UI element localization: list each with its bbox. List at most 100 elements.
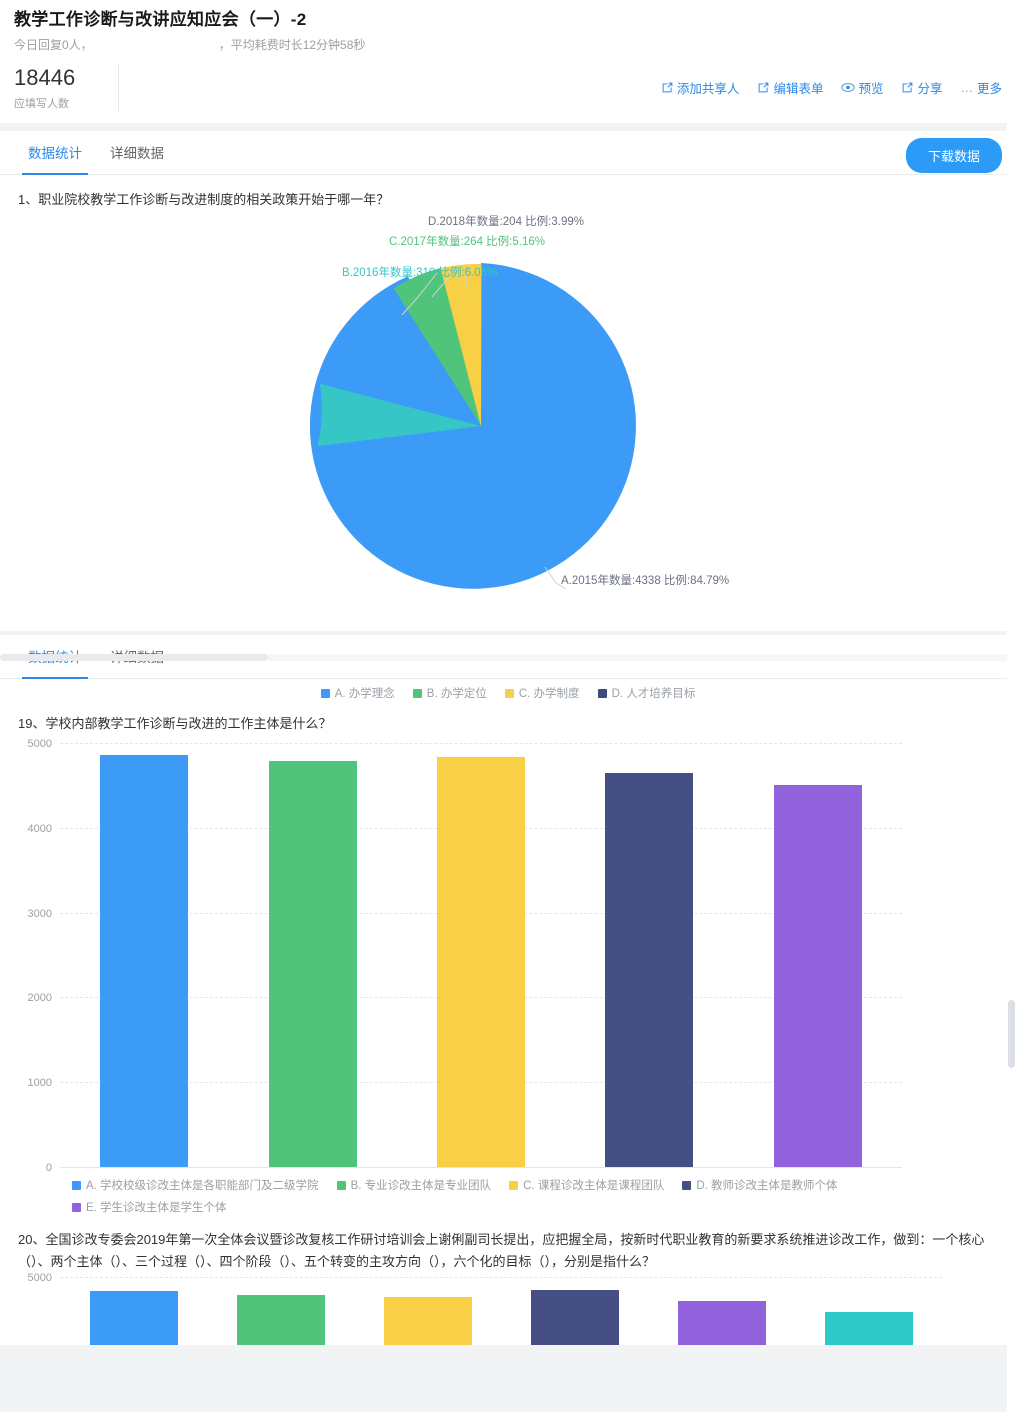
legend-label-C: C. 课程诊改主体是课程团队: [523, 1180, 665, 1192]
legend-label-E: E. 学生诊改主体是学生个体: [86, 1202, 227, 1214]
tab-data-statistics[interactable]: 数据统计: [14, 142, 96, 175]
stat-bar: 18446 应填写人数 添加共享人 编辑表单 预览: [0, 54, 1016, 123]
header-subtitle: 今日回复0人， ，平均耗费时长12分钟58秒: [14, 36, 1002, 54]
legend-item[interactable]: D. 人才培养目标: [597, 685, 696, 701]
legend-swatch-A: [72, 1180, 81, 1190]
bar-slot: [795, 1277, 942, 1345]
more-button[interactable]: … 更多: [960, 78, 1002, 97]
vertical-scrollbar-thumb[interactable]: [1008, 1000, 1015, 1068]
pie-slices: [288, 258, 636, 589]
pie-label-A: A.2015年数量:4338 比例:84.79%: [561, 575, 730, 587]
legend-item[interactable]: B. 专业诊改主体是专业团队: [336, 1177, 492, 1193]
avg-duration-text: ，平均耗费时长12分钟58秒: [218, 38, 366, 52]
bar-C-q20[interactable]: [383, 1297, 472, 1345]
stat-should-fill: 18446 应填写人数: [14, 64, 119, 111]
question-20-text: 20、全国诊改专委会2019年第一次全体会议暨诊改复核工作研讨培训会上谢俐副司长…: [18, 1232, 985, 1269]
legend-swatch-C: [504, 688, 514, 698]
bar-chart-question-20: 5000: [0, 1273, 1016, 1345]
share-person-icon: [661, 81, 674, 94]
bar-D-q20[interactable]: [530, 1290, 619, 1345]
share-label: 分享: [917, 82, 943, 96]
pie-slice-B[interactable]: [288, 328, 481, 518]
legend-item[interactable]: E. 学生诊改主体是学生个体: [72, 1199, 1002, 1215]
pie-slice-D[interactable]: [440, 258, 521, 426]
bar-E[interactable]: [773, 784, 862, 1167]
legend-item[interactable]: C. 课程诊改主体是课程团队: [509, 1177, 664, 1193]
tab-detail-data-2[interactable]: 详细数据: [96, 646, 178, 678]
bar-B[interactable]: [268, 760, 357, 1167]
question-1-text: 1、职业院校教学工作诊断与改进制度的相关政策开始于哪一年？: [18, 192, 390, 207]
edit-form-button[interactable]: 编辑表单: [757, 78, 823, 97]
gridline-0: 0: [46, 1162, 902, 1174]
bar-slot: [565, 743, 733, 1167]
edit-icon: [757, 81, 770, 94]
legend-item[interactable]: D. 教师诊改主体是教师个体: [682, 1177, 838, 1193]
bar-slot: [207, 1277, 354, 1345]
legend-swatch-B: [412, 688, 422, 698]
bar-slot: [60, 743, 228, 1167]
today-reply-text: 今日回复0人，: [14, 38, 93, 52]
eye-icon: [841, 81, 856, 94]
legend-swatch-B: [336, 1180, 346, 1190]
bars-20: [60, 1277, 942, 1345]
tab-detail-data[interactable]: 详细数据: [110, 146, 164, 161]
legend-question-18: A. 办学理念 B. 办学定位 C. 办学制度 D. 人才培养目标: [0, 679, 1016, 707]
question-19-text: 19、学校内部教学工作诊断与改进的工作主体是什么？: [18, 716, 332, 731]
pie-slice-C[interactable]: [393, 260, 526, 426]
legend-swatch-E: [72, 1202, 81, 1212]
pie-label-B: B.2016年数量:310 比例:6.06%: [342, 267, 498, 279]
stat-label: 应填写人数: [14, 98, 69, 110]
preview-label: 预览: [858, 82, 884, 96]
plot-area-19: 5000 4000 3000 2000 1000 0: [28, 738, 902, 1174]
ytick-1000: 1000: [27, 1077, 52, 1090]
preview-button[interactable]: 预览: [841, 78, 883, 97]
legend-item[interactable]: A. 学校校级诊改主体是各职能部门及二级学院: [72, 1177, 319, 1193]
bar-D[interactable]: [605, 772, 694, 1167]
ytick-3000: 3000: [27, 907, 52, 920]
bar-A[interactable]: [100, 755, 189, 1167]
plot-area-20: 5000: [28, 1273, 942, 1345]
legend-question-19: A. 学校校级诊改主体是各职能部门及二级学院 B. 专业诊改主体是专业团队 C.…: [0, 1167, 1016, 1221]
bar-E-q20[interactable]: [677, 1301, 766, 1345]
more-label: 更多: [976, 82, 1002, 96]
legend-label-A: A. 学校校级诊改主体是各职能部门及二级学院: [86, 1180, 319, 1192]
tab-data-statistics-2[interactable]: 数据统计: [14, 646, 96, 679]
legend-label-B: B. 专业诊改主体是专业团队: [350, 1180, 492, 1192]
share-icon: [901, 81, 914, 94]
legend-swatch-C: [509, 1180, 519, 1190]
bars-19: [60, 743, 902, 1167]
download-data-button[interactable]: 下载数据: [905, 138, 1002, 173]
gridline-5000-q20: 5000: [28, 1273, 942, 1284]
add-share-person-label: 添加共享人: [676, 82, 740, 96]
ellipsis-icon: …: [960, 80, 974, 95]
legend-label-D: D. 人才培养目标: [611, 688, 696, 700]
header-toolbar: 添加共享人 编辑表单 预览 分享 …: [661, 78, 1002, 97]
bar-A-q20[interactable]: [89, 1291, 178, 1345]
ytick-5000: 5000: [27, 738, 52, 750]
edit-form-label: 编辑表单: [773, 82, 824, 96]
panel1-tabs: 数据统计 详细数据 下载数据: [0, 131, 1016, 175]
bar-C[interactable]: [437, 756, 526, 1167]
legend-item[interactable]: C. 办学制度: [504, 685, 580, 701]
legend-swatch-D: [682, 1180, 692, 1190]
bar-F-q20[interactable]: [824, 1311, 913, 1345]
ytick-4000: 4000: [27, 822, 52, 835]
share-button[interactable]: 分享: [901, 78, 942, 97]
panel-question-19: 数据统计 详细数据 A. 办学理念 B. 办学定位 C. 办学制度 D. 人才培…: [0, 635, 1016, 1345]
pie-svg: [288, 258, 636, 590]
bar-slot: [228, 743, 396, 1167]
ytick-2000: 2000: [27, 992, 52, 1005]
bar-slot: [648, 1277, 795, 1345]
legend-swatch-A: [320, 688, 330, 698]
legend-item[interactable]: B. 办学定位: [412, 685, 487, 701]
bar-B-q20[interactable]: [236, 1295, 325, 1345]
gridline-5000: 5000: [28, 738, 902, 750]
vertical-scrollbar-track[interactable]: [1007, 0, 1016, 1412]
bar-chart-question-19: 5000 4000 3000 2000 1000 0: [0, 735, 1016, 1174]
horizontal-scrollbar-thumb[interactable]: [0, 654, 268, 661]
legend-item[interactable]: A. 办学理念: [320, 685, 395, 701]
legend-swatch-D: [597, 688, 607, 698]
add-share-person-button[interactable]: 添加共享人: [661, 78, 740, 97]
horizontal-scrollbar-track[interactable]: [268, 654, 1016, 661]
